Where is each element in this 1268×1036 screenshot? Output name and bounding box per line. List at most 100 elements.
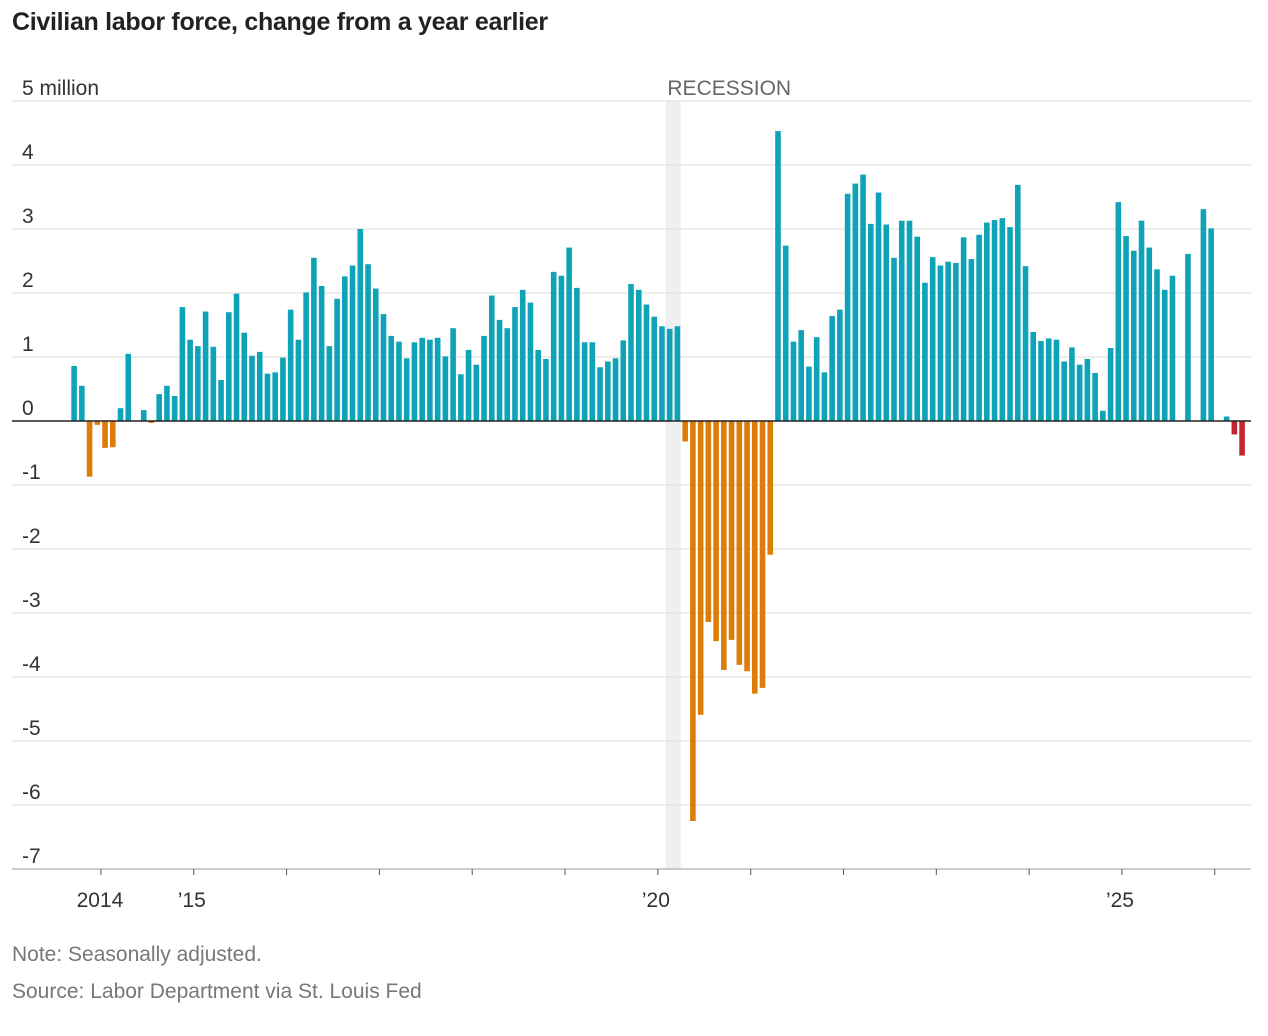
bar: [605, 361, 611, 421]
y-tick-label: 0: [22, 397, 34, 420]
bar: [442, 356, 449, 421]
bar: [1107, 348, 1114, 421]
bar: [690, 421, 696, 821]
bar: [287, 309, 294, 421]
bar: [999, 218, 1006, 421]
bar: [1239, 421, 1245, 456]
bar: [775, 131, 781, 421]
bar: [202, 311, 209, 421]
bar: [1200, 209, 1207, 421]
bar: [481, 335, 487, 421]
bar: [945, 261, 951, 421]
bar: [148, 421, 155, 423]
bar: [372, 288, 379, 421]
bar: [782, 245, 789, 421]
bar: [388, 335, 395, 421]
bar: [829, 316, 835, 421]
x-axis-labels: 2014 ’15 ’20 ’25: [77, 869, 1216, 912]
y-tick-label: 5 million: [22, 77, 99, 100]
bar: [125, 353, 132, 421]
y-tick-label: -6: [22, 781, 41, 804]
bar: [589, 342, 596, 421]
bar: [1115, 202, 1122, 421]
bar: [210, 346, 217, 421]
bar: [1069, 347, 1075, 421]
bar: [164, 385, 170, 421]
bar: [504, 328, 511, 421]
y-tick-label: 4: [22, 141, 34, 164]
bar: [458, 374, 464, 421]
bar: [535, 349, 541, 421]
bar: [968, 259, 975, 421]
bar: [651, 316, 658, 421]
bars: [71, 131, 1245, 821]
bar: [922, 282, 928, 421]
bar: [736, 421, 743, 665]
y-tick-label: -5: [22, 717, 41, 740]
bar: [256, 351, 263, 421]
y-axis-labels: 5 million 4 3 2 1 0 -1 -2 -3 -4 -5 -6 -7: [22, 77, 99, 868]
y-tick-label: 2: [22, 269, 34, 292]
bar: [264, 373, 271, 421]
bar: [581, 342, 588, 421]
bar: [1185, 253, 1191, 421]
bar: [465, 349, 472, 421]
bar: [527, 302, 534, 421]
bar: [767, 421, 774, 555]
bar: [272, 372, 279, 421]
bar: [960, 237, 967, 421]
x-tick-label: 2014: [77, 889, 124, 912]
bar: [659, 326, 665, 421]
bar: [318, 285, 325, 421]
bar: [682, 421, 688, 442]
bar: [860, 174, 866, 421]
y-tick-label: 3: [22, 205, 34, 228]
bar: [1014, 184, 1021, 421]
bar: [728, 421, 735, 640]
bar: [1223, 416, 1230, 421]
bar: [620, 340, 627, 421]
y-tick-label: -7: [22, 845, 41, 868]
bar: [1022, 266, 1029, 421]
bar: [512, 307, 518, 421]
bar: [558, 275, 565, 421]
bar: [140, 410, 147, 421]
bar: [806, 366, 812, 421]
bar: [550, 271, 557, 421]
y-tick-label: -1: [22, 461, 41, 484]
bar: [280, 357, 286, 421]
bar: [674, 326, 681, 421]
bar: [984, 222, 990, 421]
bar: [635, 289, 642, 421]
bar: [311, 257, 317, 421]
gridlines: [12, 100, 1251, 870]
bar: [349, 265, 356, 421]
bar: [643, 304, 650, 421]
bar: [1138, 220, 1145, 421]
bar: [821, 372, 828, 421]
bar: [326, 346, 333, 421]
bar: [249, 355, 255, 421]
bar: [86, 421, 93, 477]
bar: [94, 421, 101, 425]
bar: [79, 385, 85, 421]
bar: [844, 193, 851, 421]
bar: [1038, 341, 1044, 421]
bar: [226, 312, 232, 421]
bar: [574, 287, 580, 421]
bar: [790, 341, 797, 421]
bar: [937, 265, 944, 421]
bar: [1030, 332, 1037, 421]
bar: [71, 365, 77, 421]
bar: [976, 234, 982, 421]
bar: [171, 396, 178, 421]
bar: [543, 358, 549, 421]
bar: [891, 257, 897, 421]
bar: [628, 284, 634, 421]
bar: [1076, 364, 1083, 421]
bar: [179, 307, 186, 421]
bar: [1053, 339, 1060, 421]
y-tick-label: 1: [22, 333, 34, 356]
bar: [883, 224, 890, 421]
